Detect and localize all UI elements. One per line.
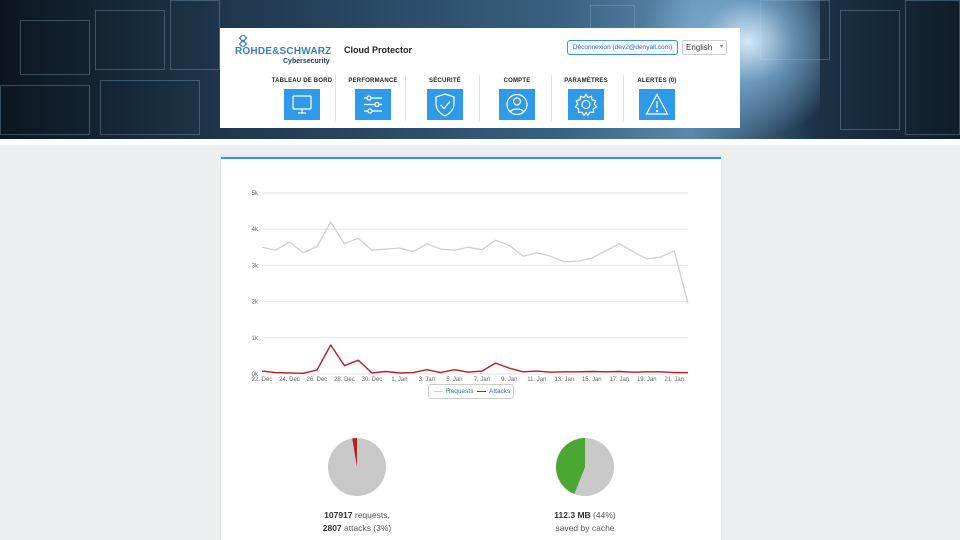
nav-label: TABLEAU DE BORD [271,78,333,84]
legend-item-requests[interactable]: Requests [434,388,473,395]
cache-label: saved by cache [555,523,615,533]
y-tick-label: 4k [252,227,259,233]
language-value: English [686,43,713,52]
x-tick-label: 5. Jan [446,377,462,383]
nav-divider [335,75,336,121]
cache-stat: 112.3 MB (44%) saved by cache [515,509,655,535]
requests-pie-block: 107917 requests, 2807 attacks (3%) [287,437,427,535]
legend-label: Requests [446,388,474,395]
chart-legend: Requests Attacks [428,384,514,399]
gear-icon [568,89,604,120]
nav-divider [623,75,624,121]
cache-slice [556,438,585,494]
cache-pie-block: 112.3 MB (44%) saved by cache [515,437,655,535]
requests-label: requests, [352,510,390,520]
x-tick-label: 7. Jan [474,377,490,383]
nav-label: SÉCURITÉ [429,78,461,84]
y-tick-label: 1k [252,336,259,342]
series-line-attacks [261,344,688,375]
requests-attacks-pie [328,438,386,496]
language-select[interactable]: English ▾ [682,40,727,55]
requests-count: 107917 [324,510,353,520]
monitor-icon [284,89,320,120]
cache-amount: 112.3 MB [554,510,591,520]
x-tick-label: 19. Jan [637,377,657,383]
x-tick-label: 30. Dec [362,377,383,383]
dashboard-panel: 0k 1k 2k 3k 4k 5k 22. Dec 24. Dec 26. Dec 28. Dec… [221,157,721,540]
cache-pie [556,438,614,496]
x-tick-label: 17. Jan [609,377,629,383]
y-tick-label: 0k [252,372,259,378]
nav-divider [551,75,552,121]
nav-label: PARAMÈTRES [564,78,608,84]
y-tick-label: 3k [252,263,259,269]
x-tick-label: 26. Dec [307,377,328,383]
legend-swatch [477,390,486,393]
legend-swatch [434,390,443,393]
traffic-line-chart: 0k 1k 2k 3k 4k 5k 22. Dec 24. Dec 26. Dec 28. Dec… [252,191,689,383]
nav-label: ALERTES (0) [637,78,677,84]
brand-logo[interactable]: ROHDE&SCHWARZ Cybersecurity [235,34,331,65]
x-tick-label: 11. Jan [527,377,546,383]
user-icon [499,89,535,120]
requests-stat: 107917 requests, 2807 attacks (3%) [287,509,427,535]
nav-item-performance[interactable]: PERFORMANCE [335,78,411,122]
x-tick-label: 15. Jan [582,377,602,383]
series-line-requests [261,221,689,304]
y-tick-label: 5k [252,191,259,197]
x-tick-label: 22. Dec [252,377,273,383]
header-card: ROHDE&SCHWARZ Cybersecurity Cloud Protec… [220,28,740,128]
attacks-slice [352,438,357,467]
attacks-label: attacks (3%) [341,523,392,533]
logout-button[interactable]: Déconnexion (dev2@denyall.com) [567,40,678,55]
y-tick-label: 2k [252,300,259,306]
x-tick-label: 21. Jan [664,377,684,383]
nav-item-dashboard[interactable]: TABLEAU DE BORD [264,78,340,122]
brand-name: ROHDE&SCHWARZ [235,46,332,57]
x-tick-label: 3. Jan [419,377,435,383]
x-tick-label: 13. Jan [554,377,574,383]
sliders-icon [355,89,391,120]
dropdown-caret-icon: ▾ [719,44,723,50]
attacks-count: 2807 [322,523,342,533]
x-tick-label: 24. Dec [279,377,300,383]
nav-divider [405,75,406,121]
nav-item-account[interactable]: COMPTE [479,78,555,122]
brand-subtitle: Cybersecurity [283,58,330,65]
hero-divider [0,139,960,145]
shield-check-icon [427,89,463,120]
nav-item-alerts[interactable]: ALERTES (0) [619,78,695,122]
nav-item-settings[interactable]: PARAMÈTRES [548,78,624,122]
nav-label: PERFORMANCE [348,78,398,84]
legend-item-attacks[interactable]: Attacks [477,388,510,395]
x-tick-label: 28. Dec [334,377,355,383]
x-tick-label: 9. Jan [501,377,517,383]
nav-item-security[interactable]: SÉCURITÉ [407,78,483,122]
nav-divider [479,75,480,121]
cache-pct: (44%) [590,510,616,520]
x-tick-label: 1. Jan [391,377,407,383]
warning-icon [639,89,675,120]
nav-label: COMPTE [503,78,531,84]
logo-mark-icon [238,35,248,47]
legend-label: Attacks [489,388,511,395]
app-title: Cloud Protector [344,45,413,55]
